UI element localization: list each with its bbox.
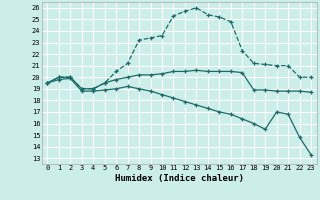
X-axis label: Humidex (Indice chaleur): Humidex (Indice chaleur) [115,174,244,183]
